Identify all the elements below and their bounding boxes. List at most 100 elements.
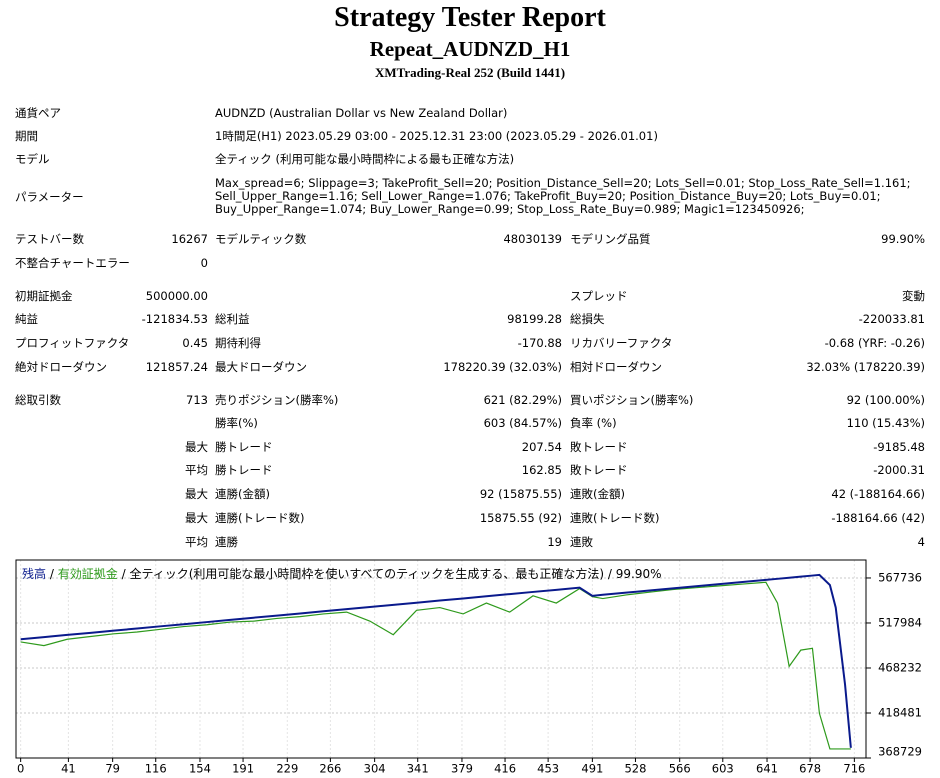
stat-label: 勝トレード	[215, 463, 273, 477]
stat-label: スプレッド	[570, 289, 628, 303]
title: Strategy Tester Report	[334, 2, 606, 33]
stat-value: 110 (15.43%)	[846, 416, 925, 430]
stat-value: 0.45	[182, 336, 208, 350]
stat-label: 純益	[15, 312, 38, 326]
x-tick-label: 678	[799, 762, 821, 776]
plot-frame	[15, 559, 867, 759]
x-tick-label: 341	[407, 762, 429, 776]
stat-label: 連勝(金額)	[215, 487, 270, 501]
legend-quality: 99.90%	[615, 567, 662, 581]
setting-label: モデル	[15, 152, 50, 166]
stat-label: 絶対ドローダウン	[15, 360, 107, 374]
stat-value: -121834.53	[141, 312, 208, 326]
stat-label: 売りポジション(勝率%)	[215, 393, 339, 407]
x-tick-label: 379	[451, 762, 473, 776]
stat-value: 42 (-188164.66)	[831, 487, 925, 501]
stat-value: -2000.31	[873, 463, 925, 477]
stat-label: 総取引数	[15, 393, 61, 407]
y-tick-label: 567736	[878, 570, 922, 584]
legend: 残高 / 有効証拠金 / 全ティック(利用可能な最小時間枠を使いすべてのティック…	[22, 565, 662, 582]
subtitle: Repeat_AUDNZD_H1	[369, 37, 571, 61]
x-tick-label: 229	[276, 762, 298, 776]
stat-value: 621 (82.29%)	[483, 393, 562, 407]
y-tick-label: 468232	[878, 660, 922, 674]
x-tick-label: 191	[232, 762, 254, 776]
x-tick-label: 266	[319, 762, 341, 776]
legend-separator: /	[607, 567, 612, 581]
setting-label: 期間	[15, 129, 38, 143]
stat-prefix: 最大	[185, 440, 208, 454]
setting-value: Max_spread=6; Slippage=3; TakeProfit_Sel…	[215, 176, 911, 190]
stat-value: 32.03% (178220.39)	[806, 360, 925, 374]
stat-label: 勝率(%)	[215, 416, 258, 430]
y-tick-label: 418481	[878, 705, 922, 719]
stat-label: 総利益	[215, 312, 250, 326]
stat-label: 初期証拠金	[15, 289, 73, 303]
stat-value: 0	[200, 256, 208, 270]
y-tick-label: 368729	[878, 745, 922, 759]
stat-value: 92 (15875.55)	[479, 487, 562, 501]
stat-value: 178220.39 (32.03%)	[443, 360, 562, 374]
stat-label: 勝トレード	[215, 440, 273, 454]
stat-label: 敗トレード	[570, 463, 628, 477]
legend-separator: /	[49, 567, 54, 581]
stat-prefix: 最大	[185, 487, 208, 501]
stat-label: 買いポジション(勝率%)	[570, 393, 694, 407]
stat-value: 98199.28	[507, 312, 562, 326]
stat-label: モデルティック数	[215, 232, 307, 246]
stat-value: 15875.55 (92)	[479, 511, 562, 525]
stat-value: 変動	[902, 289, 925, 303]
x-tick-label: 0	[17, 762, 24, 776]
x-tick-label: 716	[843, 762, 865, 776]
stat-value: -220033.81	[858, 312, 925, 326]
x-tick-label: 154	[189, 762, 211, 776]
stat-value: 162.85	[521, 463, 562, 477]
stat-label: 最大ドローダウン	[215, 360, 307, 374]
setting-label: 通貨ペア	[15, 106, 61, 120]
stat-value: 92 (100.00%)	[846, 393, 925, 407]
stat-label: 連勝(トレード数)	[215, 511, 305, 525]
stat-label: リカバリーファクタ	[570, 336, 673, 350]
legend-separator: /	[121, 567, 126, 581]
setting-value: 全ティック (利用可能な最小時間枠による最も正確な方法)	[215, 152, 515, 166]
server: XMTrading-Real 252 (Build 1441)	[374, 65, 566, 80]
stat-label: 相対ドローダウン	[570, 360, 662, 374]
stat-label: モデリング品質	[570, 232, 651, 246]
series-line	[20, 573, 852, 748]
stat-label: 期待利得	[215, 336, 261, 350]
x-tick-label: 566	[669, 762, 691, 776]
stat-value: 4	[917, 535, 925, 549]
stat-value: 48030139	[503, 232, 562, 246]
x-tick-label: 416	[494, 762, 516, 776]
x-tick-label: 641	[756, 762, 778, 776]
stat-prefix: 平均	[185, 463, 208, 477]
stat-label: 不整合チャートエラー	[15, 256, 130, 270]
stat-prefix: 最大	[185, 511, 208, 525]
stat-value: 121857.24	[145, 360, 208, 374]
legend-note: 全ティック(利用可能な最小時間枠を使いすべてのティックを生成する、最も正確な方法…	[129, 567, 605, 581]
stat-label: 総損失	[570, 312, 605, 326]
stat-value: 19	[547, 535, 562, 549]
stat-value: 603 (84.57%)	[483, 416, 562, 430]
stat-label: 連敗(トレード数)	[570, 511, 660, 525]
stat-value: -188164.66 (42)	[831, 511, 925, 525]
stat-prefix: 平均	[185, 535, 208, 549]
stat-value: 16267	[171, 232, 208, 246]
x-tick-label: 41	[61, 762, 76, 776]
stat-label: プロフィットファクタ	[15, 336, 130, 350]
stat-label: テストバー数	[15, 232, 84, 246]
stat-value: 207.54	[521, 440, 562, 454]
x-tick-label: 453	[537, 762, 559, 776]
stat-label: 連敗	[570, 535, 593, 549]
legend-entry: 残高	[22, 567, 47, 581]
stat-value: -0.68 (YRF: -0.26)	[824, 336, 925, 350]
setting-value: Buy_Upper_Range=1.074; Buy_Lower_Range=0…	[215, 202, 805, 216]
setting-value: Sell_Upper_Range=1.16; Sell_Lower_Range=…	[215, 189, 881, 203]
y-tick-label: 517984	[878, 615, 922, 629]
legend-entry: 有効証拠金	[57, 567, 118, 581]
x-tick-label: 116	[145, 762, 167, 776]
stat-value: 713	[186, 393, 208, 407]
setting-label: パラメーター	[15, 190, 84, 204]
